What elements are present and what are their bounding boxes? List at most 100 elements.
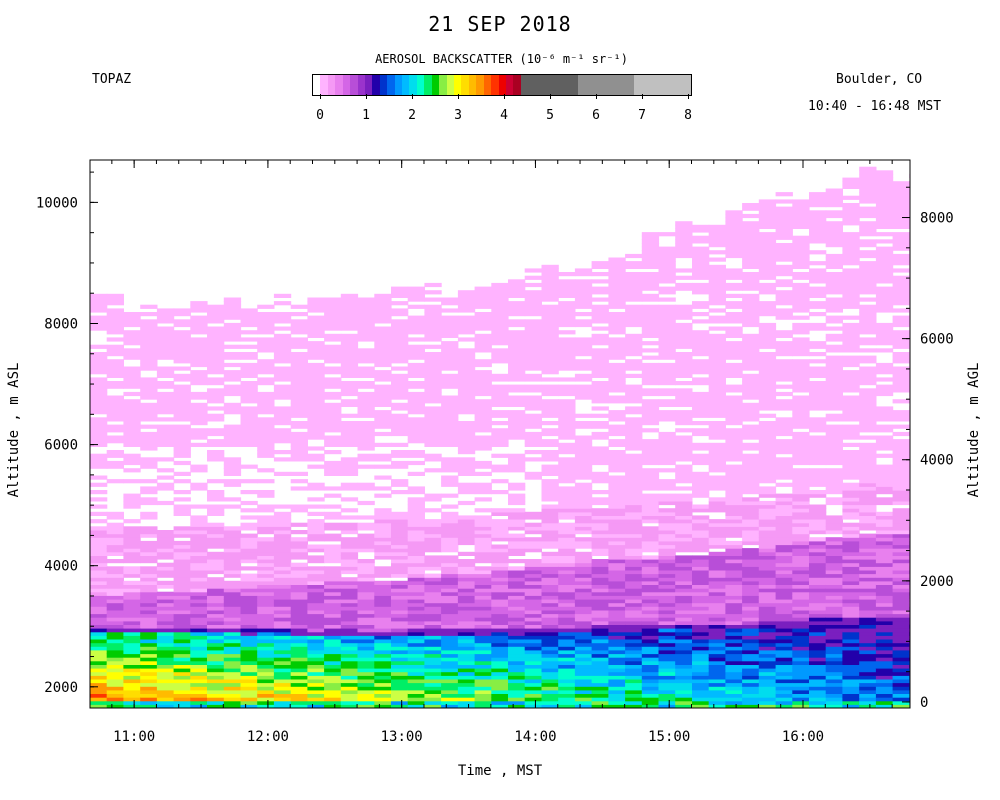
heatmap-cell (307, 377, 325, 382)
heatmap-cell (608, 562, 626, 567)
heatmap-cell (692, 261, 710, 266)
heatmap-cell (574, 522, 593, 527)
heatmap-cell (859, 642, 877, 647)
heatmap-cell (374, 464, 392, 469)
heatmap-cell (809, 580, 827, 585)
heatmap-cell (424, 457, 442, 462)
heatmap-cell (424, 660, 442, 665)
heatmap-cell (758, 500, 777, 506)
heatmap-cell (675, 450, 693, 455)
heatmap-cell (524, 362, 542, 368)
heatmap-cell (340, 660, 359, 665)
heatmap-cell (123, 421, 141, 426)
heatmap-cell (825, 591, 843, 596)
heatmap-cell (491, 511, 509, 516)
heatmap-cell (474, 421, 492, 426)
heatmap-cell (324, 348, 342, 353)
heatmap-cell (641, 584, 660, 589)
heatmap-cell (457, 315, 476, 320)
heatmap-cell (106, 381, 124, 386)
heatmap-cell (591, 573, 609, 578)
heatmap-cell (257, 395, 275, 400)
heatmap-cell (106, 537, 124, 542)
heatmap-cell (758, 250, 777, 255)
heatmap-cell (574, 293, 593, 298)
heatmap-cell (725, 540, 743, 546)
heatmap-cell (692, 573, 710, 578)
heatmap-cell (407, 460, 425, 466)
heatmap-cell (407, 337, 425, 342)
heatmap-cell (407, 508, 425, 513)
heatmap-cell (825, 595, 843, 600)
heatmap-cell (223, 682, 242, 687)
heatmap-cell (742, 272, 760, 277)
heatmap-cell (391, 693, 409, 698)
heatmap-cell (340, 686, 359, 691)
heatmap-cell (324, 319, 342, 324)
heatmap-cell (574, 421, 593, 426)
heatmap-cell (792, 235, 810, 240)
heatmap-cell (307, 533, 325, 538)
heatmap-cell (424, 675, 442, 680)
heatmap-cell (357, 646, 375, 651)
heatmap-cell (307, 559, 325, 564)
heatmap-cell (742, 304, 760, 309)
heatmap-cell (340, 352, 359, 357)
heatmap-cell (742, 617, 760, 622)
heatmap-cell (324, 533, 342, 538)
heatmap-cell (809, 268, 827, 273)
heatmap-cell (842, 653, 860, 658)
heatmap-cell (825, 297, 843, 302)
heatmap-cell (190, 697, 208, 702)
heatmap-cell (307, 428, 325, 433)
heatmap-cell (574, 675, 593, 680)
heatmap-cell (758, 660, 777, 665)
heatmap-cell (725, 508, 743, 513)
heatmap-cell (374, 348, 392, 353)
heatmap-cell (758, 569, 777, 575)
heatmap-cell (574, 282, 593, 288)
heatmap-cell (508, 428, 526, 433)
heatmap-cell (457, 609, 476, 615)
heatmap-cell (123, 330, 141, 335)
heatmap-cell (859, 551, 877, 556)
heatmap-cell (742, 653, 760, 658)
heatmap-cell (641, 609, 660, 615)
heatmap-cell (374, 515, 392, 520)
heatmap-cell (173, 373, 191, 378)
heatmap-cell (324, 421, 342, 426)
heatmap-cell (708, 457, 726, 462)
heatmap-cell (641, 355, 660, 360)
heatmap-cell (658, 402, 676, 407)
heatmap-cell (290, 373, 308, 378)
heatmap-cell (173, 384, 191, 389)
heatmap-cell (290, 642, 308, 647)
heatmap-cell (240, 595, 258, 600)
heatmap-cell (725, 519, 743, 524)
heatmap-cell (842, 530, 860, 535)
heatmap-cell (675, 569, 693, 575)
heatmap-cell (742, 348, 760, 353)
heatmap-cell (775, 664, 793, 669)
heatmap-cell (742, 606, 760, 611)
heatmap-cell (775, 468, 793, 473)
heatmap-cell (842, 442, 860, 447)
heatmap-cell (541, 315, 559, 320)
heatmap-cell (792, 580, 810, 585)
heatmap-cell (708, 620, 726, 625)
heatmap-cell (725, 275, 743, 280)
heatmap-cell (508, 312, 526, 317)
heatmap-cell (641, 515, 660, 520)
heatmap-cell (207, 381, 225, 386)
heatmap-cell (257, 653, 275, 658)
heatmap-cell (725, 649, 743, 655)
heatmap-cell (641, 253, 660, 259)
heatmap-cell (257, 675, 275, 680)
heatmap-cell (658, 468, 676, 473)
heatmap-cell (357, 591, 375, 596)
heatmap-cell (524, 595, 542, 600)
heatmap-cell (641, 559, 660, 564)
heatmap-cell (792, 508, 810, 513)
heatmap-cell (708, 301, 726, 306)
heatmap-cell (675, 497, 693, 502)
